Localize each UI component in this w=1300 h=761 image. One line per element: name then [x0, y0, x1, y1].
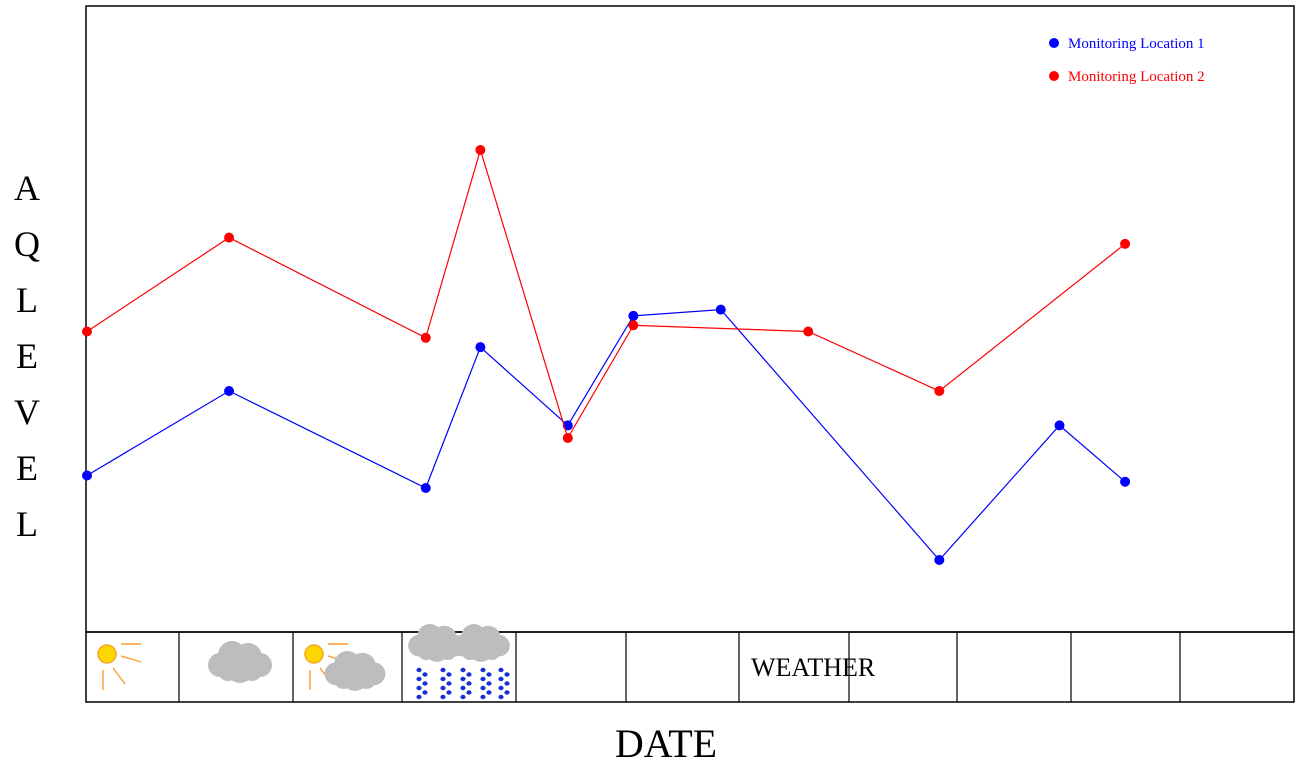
- y-axis-label-letter: Q: [14, 224, 40, 264]
- legend: Monitoring Location 1 Monitoring Location…: [1049, 36, 1205, 85]
- series-2-point: [803, 326, 814, 337]
- series-2-point: [562, 432, 573, 443]
- rain-icon: [408, 624, 510, 700]
- weather-label: WEATHER: [751, 653, 876, 682]
- legend-marker-1: [1049, 38, 1059, 48]
- series-1-point: [715, 304, 726, 315]
- y-axis-label-letter: A: [14, 168, 40, 208]
- y-axis-label-letter: E: [16, 448, 38, 488]
- legend-label-1: Monitoring Location 1: [1068, 36, 1205, 52]
- series-line-2: [86, 147, 1126, 440]
- series-1-point: [628, 310, 639, 321]
- series-1-point: [420, 483, 431, 494]
- series-2-point: [224, 232, 235, 243]
- sun-icon: [97, 643, 142, 690]
- series-1-point: [1054, 420, 1065, 431]
- y-axis-label-letter: E: [16, 336, 38, 376]
- y-axis-label-letter: V: [14, 392, 40, 432]
- series-line-1: [86, 308, 1126, 561]
- series-2-point: [475, 144, 486, 155]
- series-1-point: [475, 342, 486, 353]
- series-2-point: [420, 332, 431, 343]
- weather-frame: [85, 631, 1295, 703]
- series-1-point: [82, 470, 92, 481]
- x-axis-label: DATE: [615, 721, 717, 761]
- series-2-point: [1120, 238, 1131, 249]
- legend-marker-2: [1049, 71, 1059, 81]
- y-axis-label-letter: L: [16, 280, 38, 320]
- cloud-icon: [208, 641, 272, 683]
- y-axis-label-letter: L: [16, 504, 38, 544]
- sun-cloud-icon: [304, 643, 386, 691]
- series-2-point: [628, 320, 639, 331]
- series-1-point: [1120, 476, 1131, 487]
- legend-label-2: Monitoring Location 2: [1068, 69, 1205, 85]
- plot-frame: [85, 5, 1295, 633]
- weather-strip: WEATHER: [85, 624, 1295, 703]
- series-1-point: [224, 385, 235, 396]
- series-2-point: [82, 326, 92, 337]
- series-group: [82, 144, 1131, 566]
- series-1-point: [934, 555, 945, 566]
- series-2-point: [934, 385, 945, 396]
